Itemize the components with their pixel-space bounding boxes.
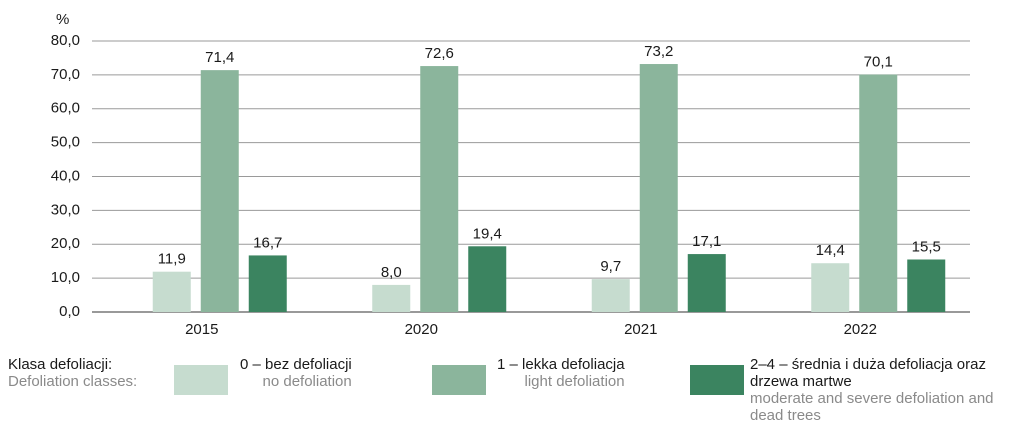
legend-swatch [174,365,228,395]
y-tick-label: 80,0 [51,32,80,49]
data-label: 14,4 [816,242,845,259]
x-tick-label: 2015 [185,321,218,338]
bar [152,271,191,312]
x-tick-label: 2022 [844,321,877,338]
bar [591,279,630,312]
legend-label-en: light defoliation [524,373,625,390]
bar [200,70,239,312]
bar [687,254,726,312]
y-tick-label: 70,0 [51,66,80,83]
y-tick-label: 60,0 [51,100,80,117]
legend-label-en: moderate and severe defoliation and dead… [750,390,994,424]
y-tick-label: 10,0 [51,269,80,286]
legend-swatch [690,365,744,395]
legend-title: Klasa defoliacji: Defoliation classes: [8,356,137,390]
legend-label: 1 – lekka defoliacja [497,356,625,373]
legend-swatch [432,365,486,395]
y-tick-label: 0,0 [59,303,80,320]
data-label: 8,0 [381,264,402,281]
legend-entry: 2–4 – średnia i duża defoliacja oraz drz… [750,356,1020,424]
y-tick-label: 40,0 [51,167,80,184]
legend-title-en: Defoliation classes: [8,373,138,390]
chart: % 0,0 10,0 20,0 30,0 40,0 50,0 60,0 70,0 80,0 201… [51,11,970,338]
y-axis-unit: % [56,11,69,28]
legend-title-pl: Klasa defoliacji: [8,356,113,373]
bar [639,64,678,312]
legend-label-en: no defoliation [262,373,352,390]
legend-label: 2–4 – średnia i duża defoliacja oraz drz… [750,356,986,390]
bar [468,246,507,312]
legend-label: 0 – bez defoliacji [240,356,352,373]
bar [907,259,946,312]
data-label: 15,5 [912,238,941,255]
y-tick-label: 30,0 [51,201,80,218]
x-tick-label: 2020 [405,321,438,338]
y-tick-label: 20,0 [51,235,80,252]
data-label: 11,9 [158,251,186,268]
bar [248,255,287,312]
y-tick-label: 50,0 [51,134,80,151]
bar [420,66,459,312]
bar [372,284,411,312]
legend-entry: 0 – bez defoliacji no defoliation [240,356,352,390]
data-label: 73,2 [644,43,673,60]
bar [859,74,898,312]
data-label: 70,1 [864,54,893,71]
data-label: 17,1 [692,233,721,250]
bar [811,263,850,312]
x-tick-label: 2021 [624,321,657,338]
data-label: 16,7 [253,234,282,251]
legend-entry: 1 – lekka defoliacja light defoliation [497,356,625,390]
data-label: 9,7 [600,258,621,275]
data-label: 19,4 [473,225,502,242]
data-label: 71,4 [205,49,234,66]
data-label: 72,6 [425,45,454,62]
